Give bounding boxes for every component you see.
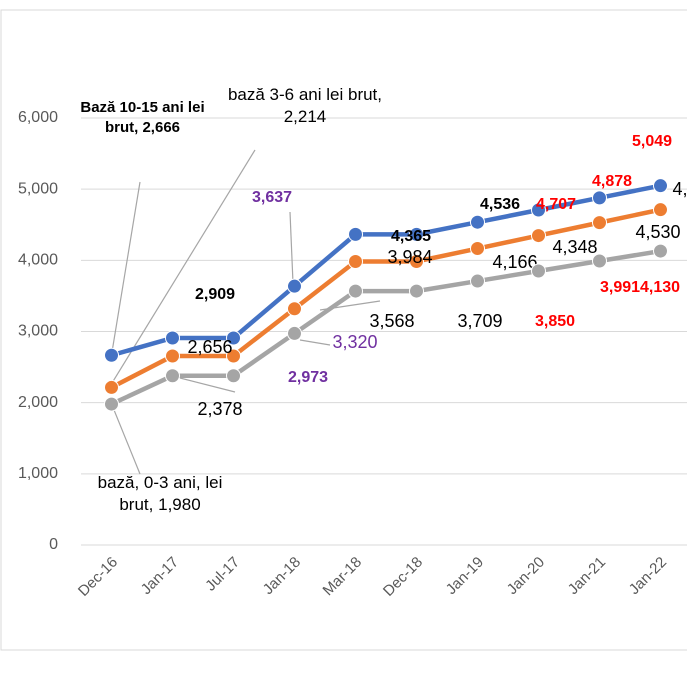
x-tick-label: Dec-18 (380, 554, 426, 600)
y-tick-label: 5,000 (18, 180, 58, 197)
series-line (110, 248, 661, 407)
point-marker (592, 253, 607, 269)
point-marker (348, 226, 363, 242)
data-label: 4,71 (672, 179, 687, 199)
point-marker (531, 202, 546, 218)
point-marker (165, 330, 180, 346)
point-marker (653, 178, 668, 194)
point-marker (531, 263, 546, 279)
point-marker (226, 330, 241, 346)
point-marker (104, 379, 119, 395)
series-line (110, 183, 661, 358)
y-tick-label: 0 (49, 536, 58, 553)
data-label: 4,707 (536, 196, 576, 213)
data-label: 4,536 (480, 196, 520, 213)
point-marker (287, 325, 302, 341)
data-label: 2,973 (288, 369, 328, 386)
point-marker (470, 214, 485, 230)
point-marker (592, 190, 607, 206)
point-marker (470, 241, 485, 257)
point-marker (653, 243, 668, 259)
x-tick-label: Jul-17 (202, 554, 243, 595)
leader-line (111, 149, 256, 384)
leader-line (289, 211, 294, 284)
point-marker (409, 283, 424, 299)
series-name-label: bază 3-6 ani lei brut, 2,214 (225, 84, 385, 128)
data-label: 2,214 (283, 107, 327, 127)
series-name: bază, 0-3 ani, lei brut, (97, 473, 223, 515)
leader-line (111, 181, 141, 353)
series-line (110, 207, 661, 390)
data-label: 4,365 (391, 228, 431, 245)
data-label: 4,530 (635, 222, 680, 242)
data-label: 3,709 (457, 311, 502, 331)
x-tick-label: Jan-18 (260, 554, 304, 598)
x-tick-label: Jan-20 (504, 554, 548, 598)
data-label: 5,049 (632, 133, 672, 150)
point-marker (470, 273, 485, 289)
y-tick-label: 6,000 (18, 109, 58, 126)
x-tick-label: Jan-19 (443, 554, 487, 598)
data-label: 3,850 (535, 313, 575, 330)
data-label: 4,166 (492, 252, 537, 272)
point-marker (531, 228, 546, 244)
point-marker (348, 283, 363, 299)
leader-line (111, 404, 141, 475)
leader-line (179, 377, 236, 393)
point-marker (592, 215, 607, 231)
data-label: 3,991 (600, 279, 640, 296)
data-label: 3,568 (369, 311, 414, 331)
series-name: Bază 10-15 ani lei brut, (80, 99, 205, 136)
series-name-label: bază, 0-3 ani, lei brut, 1,980 (95, 472, 225, 516)
x-tick-label: Dec-16 (75, 554, 121, 600)
y-tick-label: 3,000 (18, 323, 58, 340)
x-tick-label: Mar-18 (320, 554, 366, 600)
data-label: 4,878 (592, 173, 632, 190)
data-label: 3,984 (387, 247, 432, 267)
x-tick-label: Jan-22 (626, 554, 670, 598)
point-marker (409, 253, 424, 269)
data-label: 4,348 (552, 237, 597, 257)
point-marker (165, 348, 180, 364)
point-marker (104, 347, 119, 363)
y-tick-label: 1,000 (18, 465, 58, 482)
point-marker (287, 278, 302, 294)
data-label: 4,130 (640, 279, 680, 296)
data-label: 2,378 (197, 399, 242, 419)
point-marker (104, 396, 119, 412)
y-tick-label: 4,000 (18, 252, 58, 269)
data-label: 2,656 (187, 337, 232, 357)
y-tick-label: 2,000 (18, 394, 58, 411)
point-marker (409, 226, 424, 242)
series-name: bază 3-6 ani lei brut, (227, 85, 383, 104)
x-tick-label: Jan-17 (138, 554, 182, 598)
data-label: 3,320 (332, 332, 377, 352)
point-marker (226, 368, 241, 384)
data-label: 2,909 (195, 286, 235, 303)
leader-line (299, 339, 331, 346)
data-label: 1,980 (158, 495, 201, 515)
data-label: 3,637 (252, 189, 292, 206)
point-marker (653, 202, 668, 218)
point-marker (226, 348, 241, 364)
point-marker (165, 368, 180, 384)
point-marker (287, 301, 302, 317)
chart-frame (0, 9, 687, 651)
series-name-label: Bază 10-15 ani lei brut, 2,666 (75, 98, 210, 137)
x-tick-label: Jan-21 (565, 554, 609, 598)
point-marker (348, 253, 363, 269)
data-label: 2,666 (142, 118, 181, 136)
